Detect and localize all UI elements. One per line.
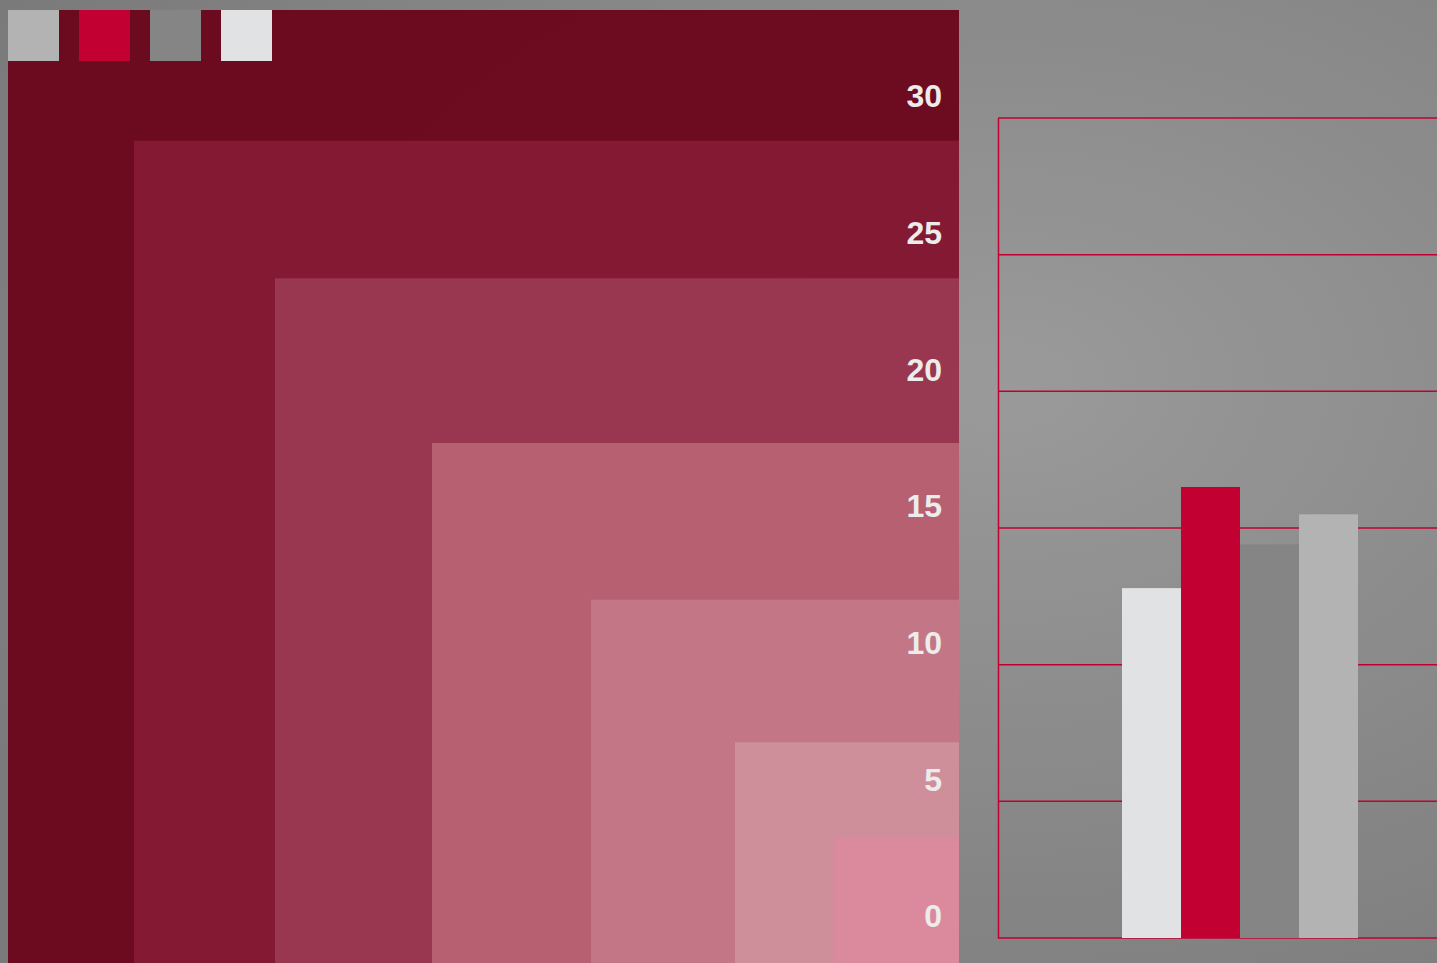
tick-panel [8,10,959,963]
bar [1299,514,1358,938]
legend [8,10,272,61]
tick-label: 0 [924,898,942,934]
axis-line [998,119,1000,939]
bar [1240,544,1299,938]
tick-panel [134,141,959,963]
tick: 20 [906,352,998,392]
chart: 0 5 10 15 20 25 30 [0,0,1437,963]
tick-label: 15 [906,488,942,524]
tick: 25 [906,215,998,255]
tick-panel [834,838,959,963]
tick: 0 [924,898,998,938]
tick-label: 5 [924,762,942,798]
tick-label: 30 [906,78,942,114]
bar [1122,588,1181,938]
tick-panel [591,600,959,963]
tick-label: 10 [906,625,942,661]
tick: 5 [924,762,998,802]
grid-line [998,254,1437,256]
legend-swatch [79,10,130,61]
grid [998,118,1437,938]
legend-swatch [221,10,272,61]
grid-line [998,391,1437,393]
legend-swatch [8,10,59,61]
background [0,0,1437,963]
tick-label: 20 [906,352,942,388]
tick-label: 25 [906,215,942,251]
tick-panel [735,742,959,963]
bars [1122,487,1358,938]
grid-line [998,117,1437,119]
tick-panels [8,10,959,963]
tick: 10 [906,625,998,665]
bar [1181,487,1240,938]
tick-panel [432,443,959,963]
tick: 15 [906,488,998,528]
legend-swatch [150,10,201,61]
y-axis: 0 5 10 15 20 25 30 [906,78,998,938]
tick: 30 [906,78,998,118]
tick-panel [275,278,959,963]
